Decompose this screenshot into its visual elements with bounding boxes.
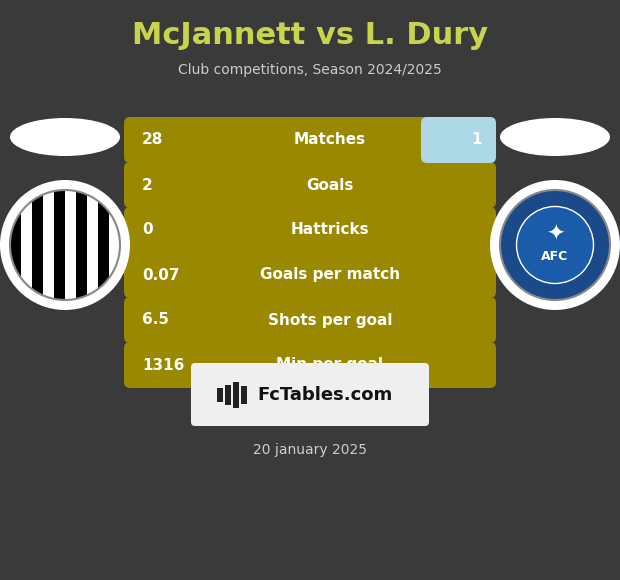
- Text: McJannett vs L. Dury: McJannett vs L. Dury: [132, 20, 488, 49]
- Polygon shape: [21, 190, 32, 300]
- Polygon shape: [98, 190, 109, 300]
- Text: Hattricks: Hattricks: [291, 223, 370, 237]
- Polygon shape: [32, 190, 43, 300]
- Text: Club competitions, Season 2024/2025: Club competitions, Season 2024/2025: [178, 63, 442, 77]
- Text: 2: 2: [142, 177, 153, 193]
- Text: Goals: Goals: [306, 177, 353, 193]
- FancyBboxPatch shape: [421, 117, 496, 163]
- Text: 1316: 1316: [142, 357, 184, 372]
- FancyBboxPatch shape: [191, 363, 429, 426]
- Text: AFC: AFC: [541, 251, 569, 263]
- Text: Shots per goal: Shots per goal: [268, 313, 392, 328]
- Text: 28: 28: [142, 132, 164, 147]
- Bar: [241, 386, 247, 404]
- Bar: [233, 382, 239, 408]
- Polygon shape: [87, 190, 98, 300]
- Circle shape: [516, 206, 593, 284]
- Polygon shape: [109, 190, 120, 300]
- Text: Min per goal: Min per goal: [277, 357, 384, 372]
- Bar: [225, 385, 231, 404]
- Text: 6.5: 6.5: [142, 313, 169, 328]
- Text: Goals per match: Goals per match: [260, 267, 400, 282]
- Ellipse shape: [500, 118, 610, 156]
- FancyBboxPatch shape: [124, 117, 441, 163]
- Polygon shape: [76, 190, 87, 300]
- Text: ✦: ✦: [546, 225, 564, 245]
- Polygon shape: [10, 190, 21, 300]
- Text: 0.07: 0.07: [142, 267, 180, 282]
- Ellipse shape: [10, 118, 120, 156]
- Text: 1: 1: [471, 132, 482, 147]
- Polygon shape: [54, 190, 65, 300]
- Text: Matches: Matches: [294, 132, 366, 147]
- Circle shape: [0, 180, 130, 310]
- Text: FcTables.com: FcTables.com: [257, 386, 392, 404]
- Text: 20 january 2025: 20 january 2025: [253, 443, 367, 457]
- Polygon shape: [43, 190, 54, 300]
- FancyBboxPatch shape: [124, 252, 496, 298]
- FancyBboxPatch shape: [124, 342, 496, 388]
- FancyBboxPatch shape: [124, 207, 496, 253]
- Bar: [217, 387, 223, 401]
- Text: 0: 0: [142, 223, 153, 237]
- FancyBboxPatch shape: [124, 162, 496, 208]
- Circle shape: [500, 190, 610, 300]
- Polygon shape: [65, 190, 76, 300]
- Circle shape: [490, 180, 620, 310]
- FancyBboxPatch shape: [124, 297, 496, 343]
